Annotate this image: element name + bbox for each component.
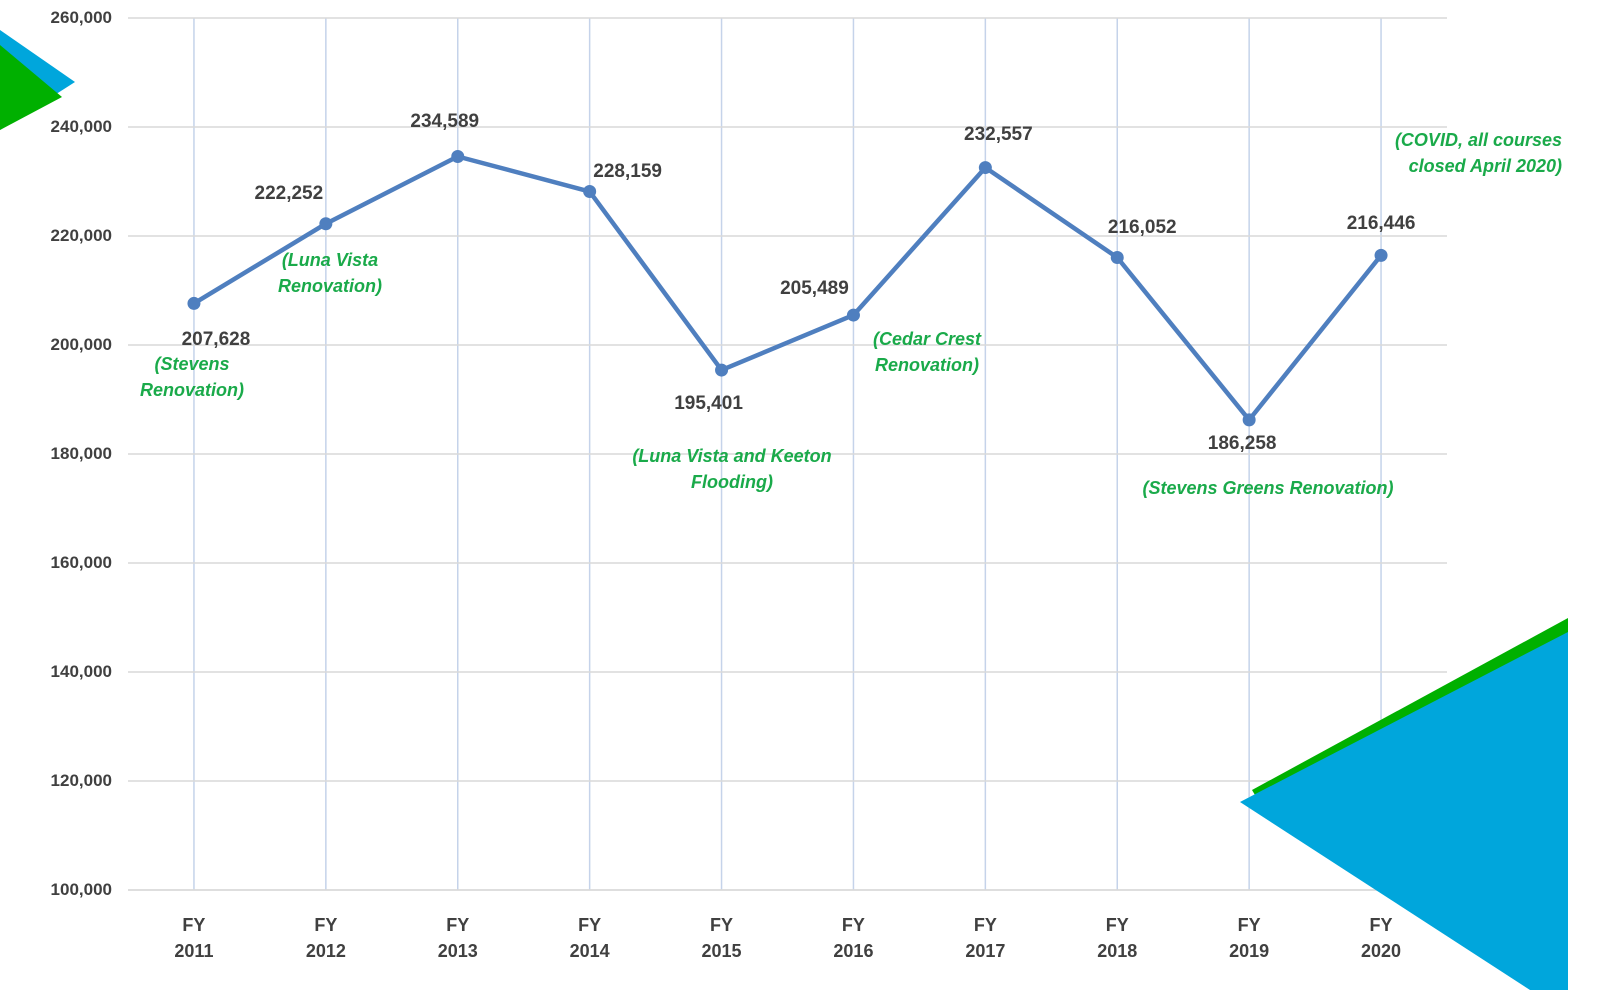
data-label: 216,052 [1107,216,1177,238]
x-tick-label: FY 2011 [174,915,214,961]
y-tick-label: 240,000 [50,117,112,136]
x-tick-label: FY 2016 [833,915,874,961]
data-label: 205,489 [780,278,849,300]
point [583,185,597,199]
data-label: 232,557 [964,123,1033,145]
point [1110,251,1124,265]
point [715,363,729,377]
y-tick-label: 200,000 [50,335,112,354]
line [192,154,1383,423]
x-tick-label: FY 2019 [1229,915,1270,961]
point [1242,413,1256,427]
point [187,296,201,310]
x-tick-label: FY 2018 [1097,915,1138,961]
annotation: (Luna Vista and Keeton Flooding) [632,446,832,492]
annotation: (COVID, all courses closed April 2020) [1394,130,1562,176]
x-tick-label: FY 2013 [437,915,478,961]
data-label: 234,589 [410,111,480,133]
data-label: 222,252 [254,182,324,204]
x-tick-label: FY 2017 [965,915,1006,961]
decoration [0,45,62,130]
y-tick-label: 220,000 [50,226,112,245]
data-label: 228,159 [593,160,662,182]
data-label: 186,258 [1207,432,1277,454]
y-tick-label: 100,000 [50,880,112,899]
point [451,149,465,163]
point [319,217,333,231]
annotation: (Luna Vista Renovation) [277,250,382,296]
y-tick-label: 160,000 [50,553,112,572]
decoration [1240,632,1568,990]
x-tick-label: FY 2012 [305,915,346,961]
annotation: (Stevens Renovation) [139,354,244,400]
point [846,308,860,322]
y-tick-label: 180,000 [50,444,112,463]
annotation: (Stevens Greens Renovation) [1142,478,1394,498]
data-label: 216,446 [1346,213,1416,235]
point [1374,248,1388,262]
decoration [1252,618,1568,800]
annotation: (Cedar Crest Renovation) [872,329,982,375]
y-tick-label: 120,000 [50,771,112,790]
y-tick-label: 260,000 [50,8,112,27]
y-tick-label: 140,000 [50,662,112,681]
point [978,161,992,175]
x-tick-label: FY 2020 [1361,915,1402,961]
data-label: 195,401 [674,393,743,415]
x-tick-label: FY 2014 [569,915,610,961]
x-tick-label: FY 2015 [701,915,742,961]
data-label: 207,628 [181,329,251,351]
